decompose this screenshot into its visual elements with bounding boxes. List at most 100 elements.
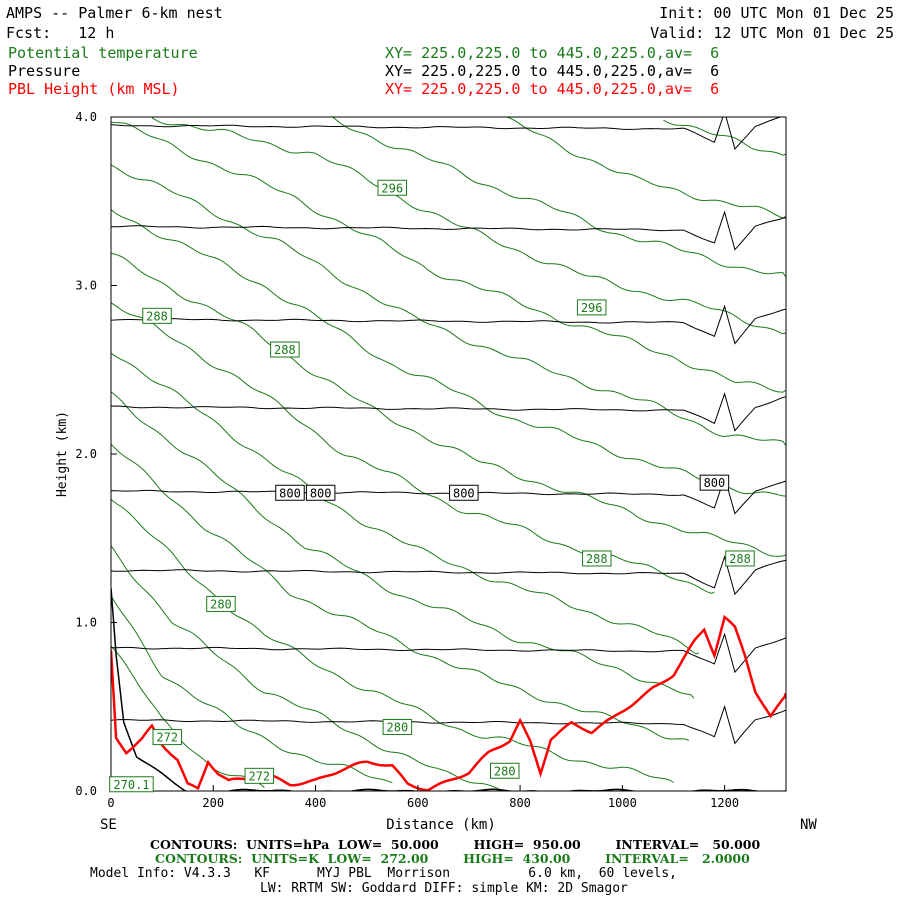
theta-contour-label-text: 270.1 bbox=[113, 778, 149, 792]
pressure-contour-label-text: 800 bbox=[310, 486, 332, 500]
x-axis-left-end: SE bbox=[100, 817, 117, 833]
field-name-pbl: PBL Height (km MSL) bbox=[8, 80, 180, 98]
theta-contour-label-box bbox=[490, 762, 520, 779]
theta-contour-272 bbox=[111, 645, 265, 788]
y-axis-title: Height (km) bbox=[55, 411, 70, 497]
y-tick-label: 0.0 bbox=[75, 784, 97, 798]
footer-contours-theta: CONTOURS: UNITS=K LOW= 272.00 HIGH= 430.… bbox=[155, 851, 750, 866]
theta-contour-label-box bbox=[382, 718, 413, 735]
theta-contour-label-box bbox=[270, 341, 300, 358]
x-axis-right-end: NW bbox=[800, 817, 817, 833]
forecast-hour: Fcst: 12 h bbox=[6, 24, 115, 42]
footer-model-info: Model Info: V4.3.3 KF MYJ PBL Morrison 6… bbox=[90, 866, 677, 881]
y-tick-label: 3.0 bbox=[75, 279, 97, 293]
theta-contour-label-text: 280 bbox=[210, 597, 232, 611]
theta-contour-296 bbox=[151, 117, 786, 335]
footer-physics: LW: RRTM SW: Goddard DIFF: simple KM: 2D… bbox=[260, 881, 628, 896]
pressure-contour-label-box bbox=[449, 484, 479, 501]
y-tick-label: 4.0 bbox=[75, 110, 97, 124]
y-tick-label: 2.0 bbox=[75, 447, 97, 461]
theta-contour-label-box bbox=[142, 307, 172, 324]
pressure-isobar-650 bbox=[111, 210, 786, 251]
pressure-contour-label-text: 800 bbox=[279, 486, 301, 500]
plot-frame bbox=[110, 116, 787, 792]
theta-contour-label-box bbox=[576, 299, 607, 316]
pressure-contour-label: 800 bbox=[449, 484, 479, 501]
theta-contour-label: 288 bbox=[142, 307, 172, 324]
theta-contour-290 bbox=[111, 209, 786, 497]
theta-contour-280 bbox=[111, 443, 689, 741]
field-name-pressure: Pressure bbox=[8, 62, 81, 80]
x-tick-label: 1200 bbox=[710, 796, 739, 810]
x-tick-label: 600 bbox=[407, 796, 429, 810]
footer-contours-pressure: CONTOURS: UNITS=hPa LOW= 50.000 HIGH= 95… bbox=[150, 837, 761, 852]
pressure-contour-label: 800 bbox=[305, 484, 336, 501]
field-xy-theta: XY= 225.0,225.0 to 445.0,225.0,av= 6 bbox=[385, 44, 720, 62]
theta-contour-292 bbox=[111, 164, 786, 446]
pressure-isobar-750 bbox=[111, 391, 786, 432]
pressure-contour-label-text: 800 bbox=[704, 476, 726, 490]
theta-contour-label-text: 288 bbox=[146, 309, 168, 323]
theta-contour-294 bbox=[111, 121, 786, 393]
theta-contour-label: 296 bbox=[377, 179, 407, 196]
pressure-contour-label: 800 bbox=[699, 474, 730, 491]
pressure-isobar-900 bbox=[111, 632, 786, 674]
theta-contour-label-text: 288 bbox=[729, 552, 751, 566]
x-tick-label: 0 bbox=[107, 796, 114, 810]
x-tick-label: 800 bbox=[509, 796, 531, 810]
pressure-isobar-600 bbox=[111, 117, 783, 151]
init-time: Init: 00 UTC Mon 01 Dec 25 bbox=[659, 4, 894, 22]
theta-contour-label-box bbox=[152, 729, 182, 746]
pressure-contour-label-box bbox=[305, 484, 336, 501]
theta-contour-label: 280 bbox=[382, 718, 413, 735]
x-tick-label: 400 bbox=[305, 796, 327, 810]
theta-contour-label: 296 bbox=[576, 299, 607, 316]
y-tick-label: 1.0 bbox=[75, 616, 97, 630]
theta-contour-284 bbox=[111, 352, 700, 655]
theta-contour-label: 288 bbox=[582, 550, 612, 567]
theta-contour-label-box bbox=[244, 767, 275, 784]
pressure-contour-label-text: 800 bbox=[453, 486, 475, 500]
pressure-isobar-850 bbox=[111, 555, 786, 596]
theta-contour-278 bbox=[111, 499, 674, 784]
theta-contour-label-box bbox=[377, 179, 407, 196]
pressure-isobar-800 bbox=[111, 475, 786, 515]
theta-contour-286 bbox=[111, 302, 715, 594]
theta-contour-label: 288 bbox=[270, 341, 300, 358]
field-xy-pressure: XY= 225.0,225.0 to 445.0,225.0,av= 6 bbox=[385, 62, 720, 80]
theta-contour-302 bbox=[663, 119, 786, 156]
theta-contour-274 bbox=[111, 595, 393, 784]
theta-contour-282 bbox=[111, 391, 695, 699]
x-axis-title: Distance (km) bbox=[386, 817, 496, 833]
theta-contour-label-text: 280 bbox=[494, 764, 516, 778]
theta-contour-label: 280 bbox=[490, 762, 520, 779]
theta-contour-label-text: 272 bbox=[156, 731, 178, 745]
field-xy-pbl: XY= 225.0,225.0 to 445.0,225.0,av= 6 bbox=[385, 80, 720, 98]
terrain-line bbox=[111, 588, 786, 791]
theta-contour-288 bbox=[111, 252, 786, 557]
theta-contour-label-text: 272 bbox=[248, 769, 270, 783]
theta-contour-label-text: 296 bbox=[581, 301, 603, 315]
pbl-height-line bbox=[111, 614, 786, 791]
theta-contour-label-text: 288 bbox=[586, 552, 608, 566]
theta-contour-300 bbox=[503, 117, 786, 219]
theta-contour-label-text: 288 bbox=[274, 343, 296, 357]
theta-contour-label: 272 bbox=[152, 729, 182, 746]
theta-contour-276 bbox=[111, 545, 521, 791]
chart-title: AMPS -- Palmer 6-km nest bbox=[6, 4, 223, 22]
pressure-contour-label-box bbox=[275, 484, 305, 501]
theta-contour-label-box bbox=[582, 550, 612, 567]
valid-time: Valid: 12 UTC Mon 01 Dec 25 bbox=[650, 24, 894, 42]
theta-contour-label-box bbox=[206, 595, 236, 612]
theta-contour-label: 270.1 bbox=[109, 776, 154, 793]
theta-contour-label-text: 296 bbox=[381, 181, 403, 195]
field-name-theta: Potential temperature bbox=[8, 44, 198, 62]
theta-contour-label-box bbox=[725, 550, 755, 567]
theta-contour-label-text: 280 bbox=[387, 720, 409, 734]
theta-contour-label: 288 bbox=[725, 550, 755, 567]
pressure-isobar-700 bbox=[111, 304, 786, 345]
theta-contour-label: 280 bbox=[206, 595, 236, 612]
x-tick-label: 1000 bbox=[608, 796, 637, 810]
theta-contour-298 bbox=[331, 117, 786, 278]
